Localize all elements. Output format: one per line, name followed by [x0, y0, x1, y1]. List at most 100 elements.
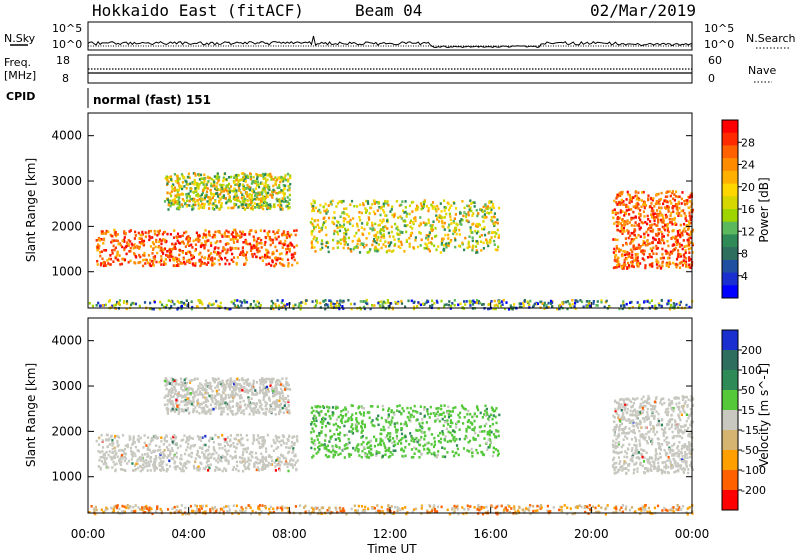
scatter-cell — [267, 461, 270, 465]
scatter-cell — [374, 222, 377, 226]
scatter-cell — [643, 203, 646, 206]
scatter-cell — [575, 299, 578, 303]
scatter-cell — [109, 455, 112, 459]
scatter-cell — [419, 202, 423, 205]
y-tick-label: 2000 — [51, 219, 82, 233]
scatter-cell — [214, 466, 218, 469]
scatter-cell — [251, 393, 254, 396]
scatter-cell — [455, 422, 458, 426]
scatter-cell — [142, 458, 145, 462]
scatter-cell — [116, 445, 119, 448]
scatter-cell — [130, 458, 133, 461]
scatter-cell — [237, 196, 240, 199]
scatter-cell — [224, 243, 227, 246]
freq-tick-top: 18 — [56, 54, 70, 67]
scatter-cell — [168, 443, 171, 447]
scatter-cell — [625, 257, 628, 261]
scatter-cell — [239, 234, 242, 238]
scatter-cell — [386, 202, 389, 205]
scatter-cell — [250, 401, 253, 405]
scatter-cell — [272, 178, 275, 181]
scatter-cell — [155, 457, 158, 460]
scatter-cell — [138, 440, 141, 443]
scatter-cell — [128, 230, 131, 233]
scatter-cell — [290, 444, 293, 448]
scatter-cell — [392, 215, 395, 219]
scatter-cell — [231, 468, 234, 471]
scatter-cell — [522, 301, 525, 305]
scatter-cell — [455, 207, 458, 210]
scatter-cell — [232, 302, 235, 305]
freq-label: Freq. — [4, 56, 31, 69]
scatter-cell — [273, 402, 276, 405]
scatter-cell — [278, 468, 281, 472]
scatter-cell — [262, 398, 265, 401]
scatter-cell — [459, 219, 462, 223]
scatter-cell — [622, 263, 625, 267]
scatter-cell — [560, 305, 563, 308]
scatter-cell — [444, 206, 448, 210]
scatter-cell — [666, 227, 669, 230]
scatter-cell — [107, 439, 110, 442]
scatter-cell — [197, 401, 200, 405]
scatter-cell — [259, 378, 262, 382]
scatter-cell — [380, 428, 383, 431]
scatter-cell — [623, 258, 626, 262]
scatter-cell — [380, 246, 383, 250]
scatter-cell — [213, 194, 216, 197]
scatter-cell — [246, 251, 249, 254]
scatter-cell — [647, 194, 650, 197]
scatter-cell — [166, 191, 169, 195]
scatter-cell — [617, 222, 620, 226]
scatter-cell — [315, 239, 318, 242]
scatter-cell — [201, 436, 204, 439]
scatter-cell — [105, 450, 108, 454]
scatter-cell — [238, 456, 241, 459]
scatter-cell — [294, 251, 297, 255]
scatter-cell — [276, 446, 280, 449]
scatter-cell — [333, 453, 337, 457]
scatter-cell — [181, 181, 184, 184]
scatter-cell — [664, 199, 667, 203]
scatter-cell — [193, 197, 196, 201]
scatter-cell — [279, 380, 282, 383]
scatter-cell — [373, 234, 376, 237]
scatter-cell — [630, 208, 633, 211]
scatter-cell — [392, 235, 395, 238]
scatter-cell — [587, 304, 590, 307]
scatter-cell — [403, 224, 406, 227]
scatter-cell — [190, 400, 193, 404]
scatter-cell — [198, 402, 201, 406]
scatter-cell — [397, 245, 400, 248]
scatter-cell — [683, 245, 686, 248]
scatter-cell — [203, 453, 206, 457]
scatter-cell — [355, 245, 358, 248]
scatter-cell — [222, 194, 225, 197]
scatter-cell — [231, 410, 234, 413]
scatter-cell — [643, 232, 646, 236]
scatter-cell — [379, 440, 382, 443]
scatter-cell — [616, 217, 619, 221]
scatter-cell — [243, 457, 246, 460]
scatter-cell — [499, 304, 503, 308]
scatter-cell — [281, 406, 284, 410]
scatter-cell — [262, 444, 265, 448]
scatter-cell — [258, 197, 261, 201]
scatter-cell — [214, 406, 217, 409]
scatter-cell — [185, 462, 188, 465]
scatter-cell — [237, 469, 240, 473]
scatter-cell — [166, 468, 169, 471]
scatter-cell — [209, 257, 212, 261]
scatter-cell — [224, 388, 227, 392]
scatter-cell — [101, 450, 104, 453]
scatter-cell — [241, 193, 244, 197]
scatter-cell — [449, 240, 452, 244]
scatter-cell — [106, 445, 109, 448]
scatter-cell — [275, 386, 278, 390]
scatter-cell — [218, 447, 221, 450]
scatter-cell — [185, 377, 188, 380]
scatter-cell — [199, 195, 202, 198]
scatter-cell — [147, 460, 150, 464]
scatter-cell — [265, 179, 268, 183]
scatter-cell — [170, 304, 173, 308]
